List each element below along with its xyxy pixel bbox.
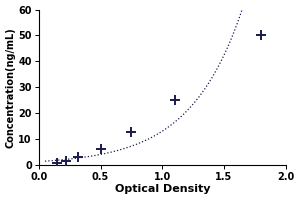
X-axis label: Optical Density: Optical Density [115,184,210,194]
Y-axis label: Concentration(ng/mL): Concentration(ng/mL) [6,27,16,148]
